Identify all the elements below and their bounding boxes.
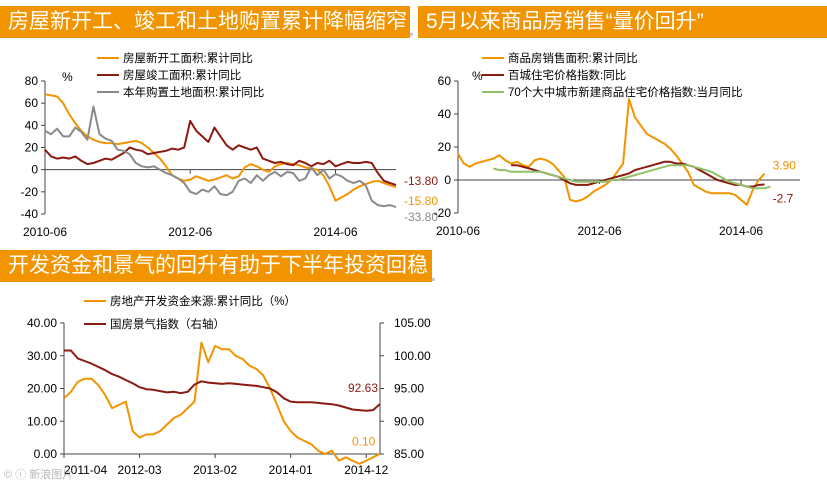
chart1-series-line-3 <box>44 105 397 209</box>
chart3-ytick-label: 0.00 <box>34 447 58 461</box>
chart1-ytick-label: -40 <box>21 207 39 221</box>
chart3-end-label-2: 92.63 <box>348 381 378 395</box>
chart3-y2tick-label: 105.00 <box>394 316 431 330</box>
chart3-xtick-label: 2011-04 <box>64 463 107 477</box>
chart1-ytick-label: -20 <box>21 185 39 199</box>
watermark: © ⓘ 新浪图片 <box>4 469 74 481</box>
chart3-ytick-label: 40.00 <box>27 316 57 330</box>
chart2-ytick-label: -20 <box>434 206 452 220</box>
chart1-ytick-label: 80 <box>25 74 39 88</box>
chart1-ytick-label: 0 <box>31 163 38 177</box>
chart3-xtick-label: 2014-01 <box>269 463 313 477</box>
chart1-legend-label-2: 房屋竣工面积:累计同比 <box>123 68 241 82</box>
chart2-ytick-label: 60 <box>438 74 452 88</box>
chart1-end-label-3: -33.80 <box>404 210 438 224</box>
chart1-series-line-1 <box>44 93 397 202</box>
chart1-legend-label-1: 房屋新开工面积:累计同比 <box>123 51 253 65</box>
chart1-ytick-label: 60 <box>25 96 39 110</box>
chart3-xtick-label: 2012-03 <box>118 463 162 477</box>
chart2-legend-label-1: 商品房销售面积:累计同比 <box>508 51 638 65</box>
chart2-xtick-label: 2010-06 <box>436 224 480 238</box>
chart2-ytick-label: 20 <box>438 140 452 154</box>
chart1-ytick-label: 20 <box>25 141 39 155</box>
chart3-banner: 开发资金和景气的回升有助于下半年投资回稳 <box>0 250 432 282</box>
chart1-end-label-1: -15.80 <box>404 194 438 208</box>
chart1-legend-label-3: 本年购置土地面积:累计同比 <box>123 85 264 99</box>
chart2-legend-label-2: 百城住宅价格指数:同比 <box>508 68 626 82</box>
chart2-ytick-label: 40 <box>438 107 452 121</box>
chart3-y2tick-label: 95.00 <box>394 382 424 396</box>
chart3-ytick-label: 30.00 <box>27 349 57 363</box>
chart2-end-label-1: 3.90 <box>773 159 797 173</box>
chart2-legend-label-3: 70个大中城市新建商品住宅价格指数:当月同比 <box>508 85 742 99</box>
chart3-end-label-1: 0.10 <box>352 435 376 449</box>
chart3-y2tick-label: 85.00 <box>394 447 424 461</box>
chart3-y2tick-label: 100.00 <box>394 349 431 363</box>
chart1-xtick-label: 2010-06 <box>23 225 67 239</box>
chart3-legend-label-1: 房地产开发资金来源:累计同比（%） <box>110 294 296 308</box>
chart2-series-line-3 <box>493 164 771 190</box>
chart2-banner: 5月以来商品房销售“量价回升” <box>418 6 827 38</box>
chart1-xtick-label: 2014-06 <box>313 225 357 239</box>
chart2-unit-label: % <box>472 69 483 83</box>
chart1-ytick-label: 40 <box>25 118 39 132</box>
chart2-xtick-label: 2014-06 <box>719 224 763 238</box>
chart2-ytick-label: 0 <box>444 173 451 187</box>
chart1-series-line-2 <box>44 119 397 186</box>
chart2-series-line-1 <box>457 98 766 206</box>
chart2-xtick-label: 2012-06 <box>577 224 621 238</box>
chart1-end-label-2: -13.80 <box>404 174 438 188</box>
chart3-ytick-label: 20.00 <box>27 382 57 396</box>
chart3-legend-label-2: 国房景气指数（右轴） <box>110 317 225 331</box>
chart3-xtick-label: 2013-02 <box>193 463 237 477</box>
chart3-series-line-2 <box>64 349 381 412</box>
chart3-y2tick-label: 90.00 <box>394 414 424 428</box>
chart1-xtick-label: 2012-06 <box>168 225 212 239</box>
chart1-unit-label: % <box>62 70 73 84</box>
chart3-series-line-1 <box>63 341 381 465</box>
chart3-ytick-label: 10.00 <box>27 414 57 428</box>
chart1-banner: 房屋新开工、竣工和土地购置累计降幅缩窄 <box>0 6 410 38</box>
chart2-end-label-2: -2.7 <box>773 191 794 205</box>
chart3-xtick-label: 2014-12 <box>344 463 388 477</box>
